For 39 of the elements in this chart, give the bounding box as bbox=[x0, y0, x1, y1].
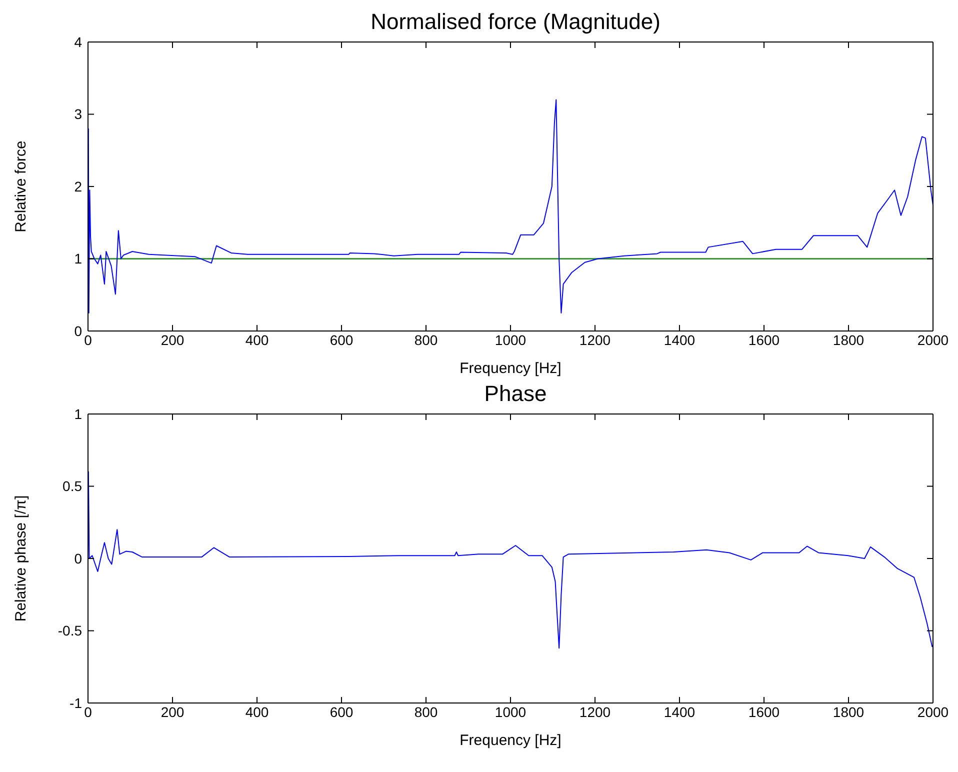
chart-title: Phase bbox=[484, 381, 547, 406]
x-tick-label: 1400 bbox=[664, 704, 696, 720]
x-tick-label: 1000 bbox=[494, 704, 526, 720]
x-tick-label: 1600 bbox=[748, 332, 780, 348]
y-tick-label: 3 bbox=[74, 106, 82, 122]
x-axis-title: Frequency [Hz] bbox=[460, 360, 562, 377]
y-axis-title: Relative phase [/π] bbox=[12, 495, 30, 622]
y-tick-label: 0 bbox=[74, 550, 82, 566]
y-tick-label: 1 bbox=[74, 406, 82, 422]
x-tick-label: 200 bbox=[160, 704, 184, 720]
line-series bbox=[88, 471, 933, 649]
x-tick-label: 200 bbox=[160, 332, 184, 348]
x-tick-label: 2000 bbox=[917, 704, 949, 720]
x-tick-label: 1800 bbox=[832, 332, 864, 348]
x-tick-label: 400 bbox=[245, 704, 269, 720]
x-tick-label: 600 bbox=[330, 332, 354, 348]
x-tick-label: 800 bbox=[414, 704, 438, 720]
y-tick-label: 1 bbox=[74, 250, 82, 267]
x-tick-label: 1800 bbox=[832, 704, 864, 720]
y-tick-label: -0.5 bbox=[58, 622, 82, 639]
line-series bbox=[88, 99, 933, 314]
y-axis-title: Relative force bbox=[12, 140, 30, 232]
x-tick-label: 800 bbox=[414, 332, 438, 348]
y-tick-label: -1 bbox=[70, 694, 82, 711]
chart-title: Normalised force (Magnitude) bbox=[370, 9, 660, 34]
x-tick-label: 0 bbox=[84, 704, 92, 720]
x-tick-label: 1200 bbox=[579, 704, 611, 720]
y-tick-label: 4 bbox=[74, 34, 82, 50]
x-tick-label: 2000 bbox=[917, 332, 949, 348]
x-axis-title: Frequency [Hz] bbox=[460, 732, 562, 749]
y-tick-label: 2 bbox=[74, 178, 82, 194]
x-tick-label: 1600 bbox=[748, 704, 780, 720]
x-tick-label: 400 bbox=[245, 332, 269, 348]
x-tick-label: 0 bbox=[84, 332, 92, 348]
x-tick-label: 1200 bbox=[579, 332, 611, 348]
x-tick-label: 1400 bbox=[664, 332, 696, 348]
y-tick-label: 0.5 bbox=[62, 478, 82, 494]
x-tick-label: 1000 bbox=[494, 332, 526, 348]
x-tick-label: 600 bbox=[330, 704, 354, 720]
